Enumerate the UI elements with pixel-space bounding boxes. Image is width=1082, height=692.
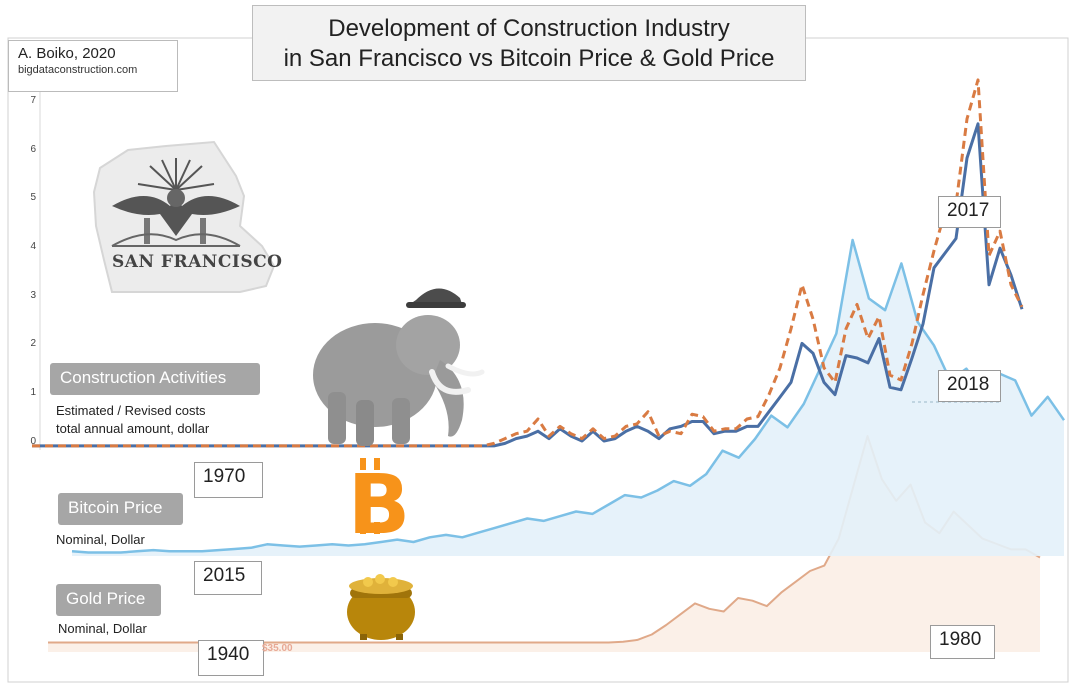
svg-text:B: B	[348, 458, 411, 553]
construction-sub-1: Estimated / Revised costs	[56, 403, 206, 418]
y-tick-label: 3	[30, 290, 36, 301]
year-marker-1970: 1970	[194, 462, 263, 498]
year-marker-2015: 2015	[194, 561, 262, 595]
gold-price-annotation: $35.00	[262, 643, 293, 654]
year-marker-2017: 2017	[938, 196, 1001, 228]
year-marker-2018: 2018	[938, 370, 1001, 402]
author-box: A. Boiko, 2020 bigdataconstruction.com	[8, 40, 178, 92]
y-tick-label: 5	[30, 192, 36, 203]
bitcoin-series-layer	[71, 238, 1066, 556]
san-francisco-logo	[92, 140, 276, 293]
construction-estimated-line	[32, 122, 1024, 448]
y-tick-label: 4	[30, 241, 36, 252]
construction-sub-2: total annual amount, dollar	[56, 421, 210, 436]
construction-revised-line	[32, 78, 1024, 448]
title-line-2: in San Francisco vs Bitcoin Price & Gold…	[283, 45, 775, 72]
pot-of-gold-icon	[347, 574, 415, 640]
gold-label: Gold Price	[56, 584, 161, 616]
bitcoin-logo-icon: B	[348, 458, 411, 553]
y-tick-label: 2	[30, 338, 36, 349]
y-tick-label: 0	[30, 436, 36, 447]
san-francisco-logo-text: SAN FRANCISCO	[112, 252, 283, 272]
mammoth-with-hard-hat-icon	[313, 288, 485, 446]
year-marker-1940: 1940	[198, 640, 264, 676]
bitcoin-area	[72, 240, 1064, 556]
year-marker-1980: 1980	[930, 625, 995, 659]
bitcoin-line	[71, 238, 1066, 554]
y-tick-label: 6	[30, 144, 36, 155]
gold-area	[48, 436, 1040, 652]
y-tick-label: 1	[30, 387, 36, 398]
construction-label: Construction Activities	[50, 363, 260, 395]
construction-series-layer	[32, 78, 1024, 448]
y-tick-label: 7	[30, 95, 36, 106]
bitcoin-label: Bitcoin Price	[58, 493, 183, 525]
title-line-1: Development of Construction Industry	[328, 15, 730, 42]
chart-title: Development of Construction Industry in …	[252, 5, 806, 81]
bitcoin-sub: Nominal, Dollar	[56, 532, 145, 547]
author-url: bigdataconstruction.com	[18, 64, 138, 76]
author-name: A. Boiko, 2020	[18, 45, 116, 62]
gold-sub: Nominal, Dollar	[58, 621, 147, 636]
